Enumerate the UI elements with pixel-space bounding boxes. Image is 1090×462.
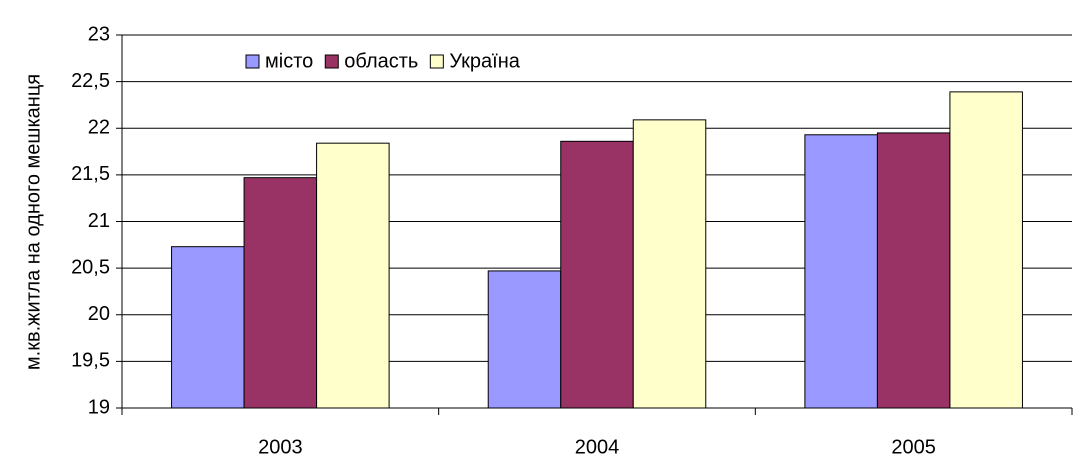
y-tick-label: 20: [88, 303, 110, 325]
y-tick-label: 22: [88, 117, 110, 139]
bar: [876, 132, 951, 409]
y-tick-label: 20,5: [71, 256, 110, 278]
bar: [487, 270, 562, 409]
x-tick-label: 2004: [575, 436, 620, 458]
bar: [632, 119, 707, 409]
bar: [804, 134, 878, 409]
y-tick-label: 21: [88, 210, 110, 232]
bar: [949, 91, 1023, 409]
legend-swatch: [429, 54, 444, 69]
y-tick-label: 19,5: [71, 350, 110, 372]
x-tick-label: 2005: [891, 436, 936, 458]
bar: [171, 246, 245, 409]
legend-label: Україна: [449, 50, 520, 72]
y-tick-label: 21,5: [71, 163, 110, 185]
y-tick-label: 19: [88, 396, 110, 418]
y-tick-label: 23: [88, 23, 110, 45]
legend-label: область: [344, 50, 418, 72]
bar: [316, 142, 390, 409]
legend-label: місто: [265, 50, 313, 72]
bar: [243, 177, 318, 409]
y-tick-label: 22,5: [71, 70, 110, 92]
bar: [560, 140, 634, 409]
legend-swatch: [245, 54, 260, 69]
y-axis-label: м.кв.житла на одного мешканця: [22, 74, 44, 370]
x-tick-label: 2003: [258, 436, 303, 458]
legend-swatch: [324, 54, 339, 69]
